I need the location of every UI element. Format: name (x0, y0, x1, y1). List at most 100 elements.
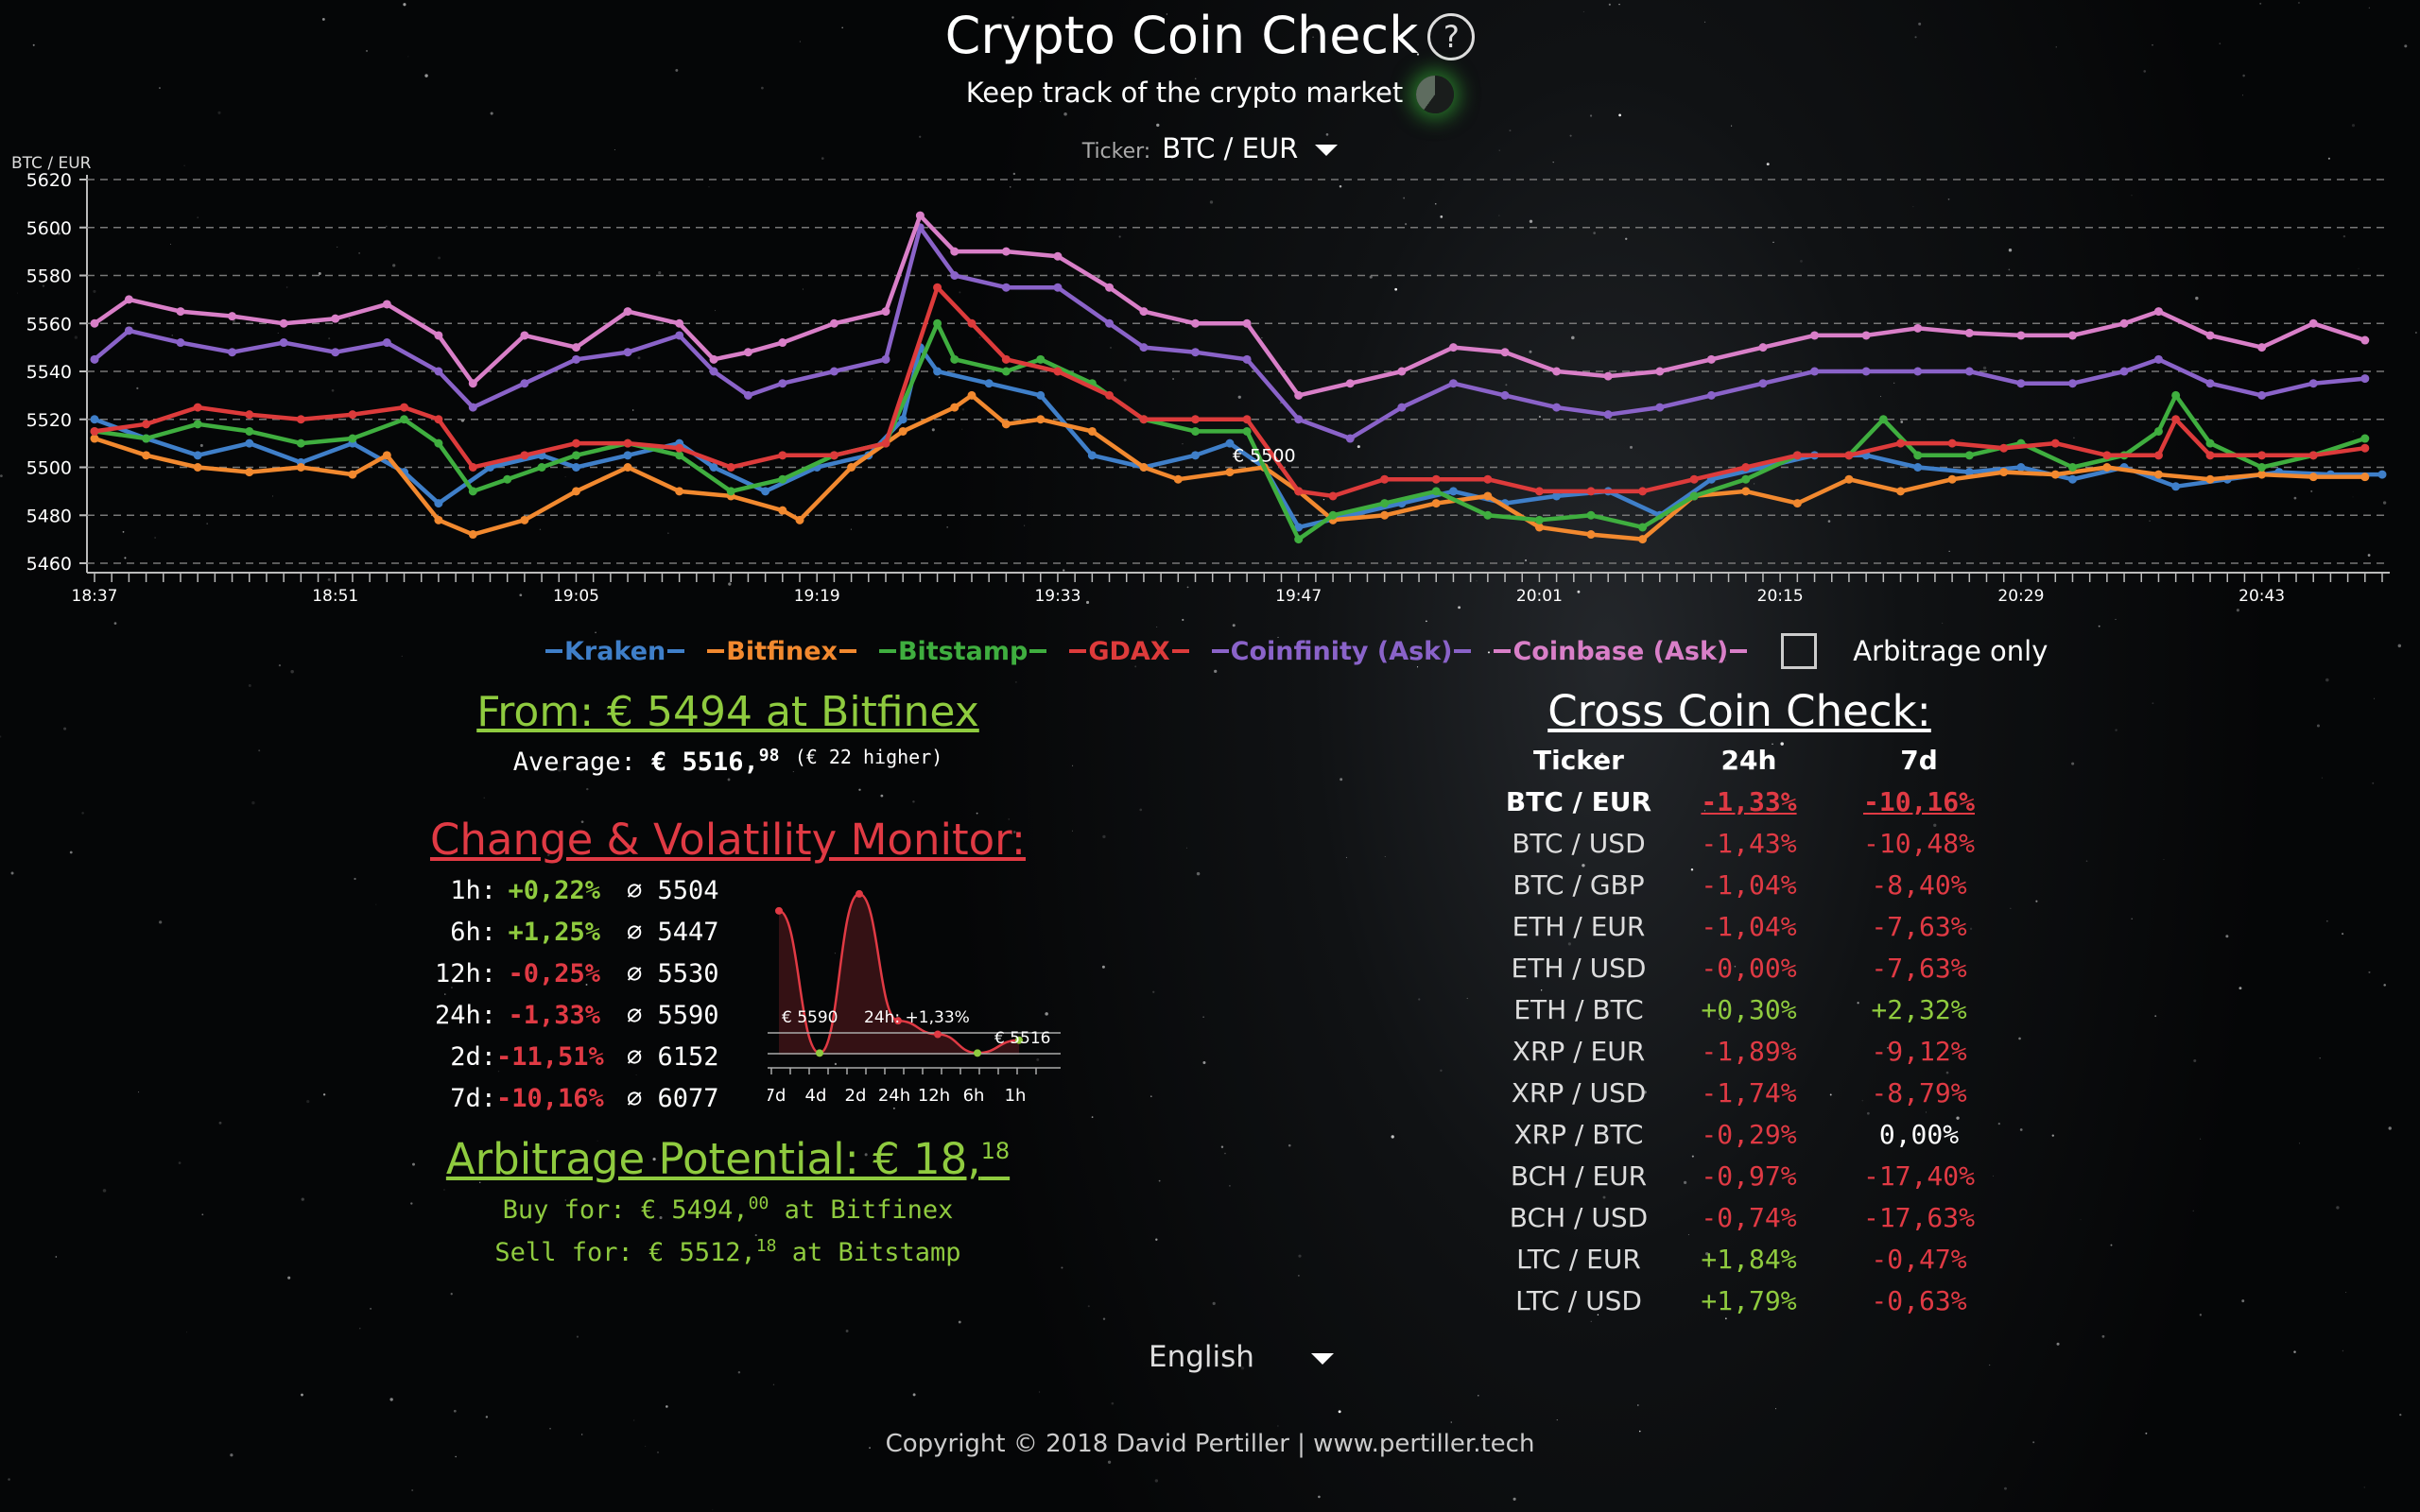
ticker-cell[interactable]: BTC / EUR (1505, 785, 1652, 817)
data-point (124, 295, 133, 304)
star (880, 794, 884, 798)
data-point (795, 515, 804, 524)
language-value[interactable]: English (1149, 1340, 1254, 1374)
ticker-cell[interactable]: ETH / EUR (1512, 910, 1646, 942)
star (453, 1409, 457, 1413)
cross-coin-row[interactable]: LTC / EUR +1,84% -0,47% (1494, 1238, 2004, 1280)
star (113, 622, 117, 625)
data-point (726, 487, 735, 496)
cross-coin-row[interactable]: XRP / BTC -0,29% 0,00% (1494, 1113, 2004, 1155)
data-point (2257, 343, 2267, 352)
data-point (1053, 367, 1063, 376)
data-point (1603, 410, 1613, 420)
legend-swatch (707, 649, 725, 653)
star (248, 684, 251, 687)
change-7d-cell: -8,40% (1871, 868, 1967, 901)
cross-coin-row[interactable]: BTC / EUR -1,33% -10,16% (1494, 781, 2004, 822)
ticker-cell[interactable]: ETH / USD (1511, 952, 1647, 984)
star (1338, 1410, 1341, 1414)
data-point (2153, 470, 2163, 479)
cross-coin-row[interactable]: ETH / BTC +0,30% +2,32% (1494, 988, 2004, 1030)
cross-coin-row[interactable]: LTC / USD +1,79% -0,63% (1494, 1280, 2004, 1321)
star (2374, 697, 2376, 699)
legend-swatch (878, 649, 896, 653)
data-point (90, 426, 99, 436)
data-point (2360, 374, 2370, 384)
star (2316, 724, 2320, 728)
series-coinbase-ask[interactable] (90, 211, 2370, 400)
ticker-select[interactable]: Ticker: BTC / EUR (0, 132, 2420, 164)
legend-item-bitstamp[interactable]: Bitstamp (877, 637, 1048, 666)
star (1202, 1060, 1206, 1064)
data-point (933, 367, 942, 376)
chevron-down-icon[interactable] (1315, 145, 1339, 156)
star (1288, 1143, 1291, 1147)
arbitrage-only-label[interactable]: Arbitrage only (1853, 635, 2048, 667)
series-gdax[interactable] (90, 283, 2370, 501)
data-point (1294, 535, 1304, 544)
legend-item-gdax[interactable]: GDAX (1067, 637, 1190, 666)
ticker-cell[interactable]: BCH / EUR (1510, 1160, 1648, 1192)
sparkline-label: 12h (918, 1086, 950, 1106)
star (1345, 856, 1348, 858)
star (1229, 1185, 1231, 1187)
star (301, 1197, 304, 1201)
ticker-cell[interactable]: BTC / GBP (1512, 868, 1645, 901)
ticker-cell[interactable]: BCH / USD (1509, 1201, 1649, 1233)
star (359, 1328, 361, 1330)
legend-item-bitfinex[interactable]: Bitfinex (705, 637, 858, 666)
ticker-cell[interactable]: LTC / EUR (1516, 1243, 1641, 1275)
data-point (1999, 443, 2009, 453)
cross-coin-row[interactable]: BCH / USD -0,74% -17,63% (1494, 1196, 2004, 1238)
data-point (142, 451, 151, 460)
cross-coin-row[interactable]: BTC / USD -1,43% -10,48% (1494, 822, 2004, 864)
data-point (382, 451, 391, 460)
help-icon[interactable]: ? (1427, 13, 1476, 60)
data-point (2257, 390, 2267, 400)
arbitrage-only-checkbox[interactable] (1781, 633, 1818, 669)
cross-coin-row[interactable]: ETH / USD -0,00% -7,63% (1494, 947, 2004, 988)
change-24h-cell: -1,04% (1701, 910, 1797, 942)
data-point (193, 403, 202, 412)
series-bitfinex[interactable] (90, 390, 2370, 544)
ticker-cell[interactable]: LTC / USD (1515, 1284, 1642, 1316)
data-point (1053, 251, 1063, 261)
ticker-cell[interactable]: ETH / BTC (1513, 993, 1644, 1025)
ticker-cell[interactable]: BTC / USD (1512, 827, 1646, 859)
cross-coin-row[interactable]: XRP / USD -1,74% -8,79% (1494, 1072, 2004, 1113)
cross-coin-row[interactable]: ETH / EUR -1,04% -7,63% (1494, 905, 2004, 947)
data-point (1792, 451, 1802, 460)
language-select[interactable]: English (1149, 1340, 1338, 1374)
star (1185, 847, 1188, 849)
ticker-cell[interactable]: XRP / BTC (1513, 1118, 1644, 1150)
star (2225, 935, 2229, 938)
star (411, 1488, 414, 1492)
data-point (2257, 451, 2267, 460)
series-coinfinity-ask[interactable] (90, 223, 2370, 443)
sparkline-annotation: € 5590 (782, 1008, 838, 1027)
ticker-cell[interactable]: XRP / USD (1511, 1076, 1647, 1108)
cross-coin-row[interactable]: BCH / EUR -0,97% -17,40% (1494, 1155, 2004, 1196)
star (1014, 680, 1017, 683)
legend-item-coinbase-ask[interactable]: Coinbase (Ask) (1492, 637, 1749, 666)
star (2259, 2, 2262, 5)
star (375, 903, 377, 905)
data-point (1105, 283, 1115, 292)
chevron-down-icon[interactable] (1310, 1352, 1334, 1365)
series-line (93, 225, 2366, 441)
legend-item-coinfinity-ask[interactable]: Coinfinity (Ask) (1210, 637, 1474, 666)
ticker-value[interactable]: BTC / EUR (1162, 132, 1299, 164)
legend-item-kraken[interactable]: Kraken (544, 637, 686, 666)
cross-coin-row[interactable]: BTC / GBP -1,04% -8,40% (1494, 864, 2004, 905)
volatility-table: 1h: +0,22% ⌀ 5504 6h: +1,25% ⌀ 5447 12h: -0,25%… (416, 869, 740, 1119)
data-point (468, 379, 477, 388)
data-point (176, 338, 185, 348)
change-7d-cell: -7,63% (1871, 952, 1967, 984)
ticker-cell[interactable]: XRP / EUR (1512, 1035, 1646, 1067)
star (633, 1419, 635, 1421)
data-point (1913, 323, 1923, 333)
star (55, 1256, 58, 1258)
data-point (1586, 510, 1596, 520)
cross-coin-row[interactable]: XRP / EUR -1,89% -9,12% (1494, 1030, 2004, 1072)
